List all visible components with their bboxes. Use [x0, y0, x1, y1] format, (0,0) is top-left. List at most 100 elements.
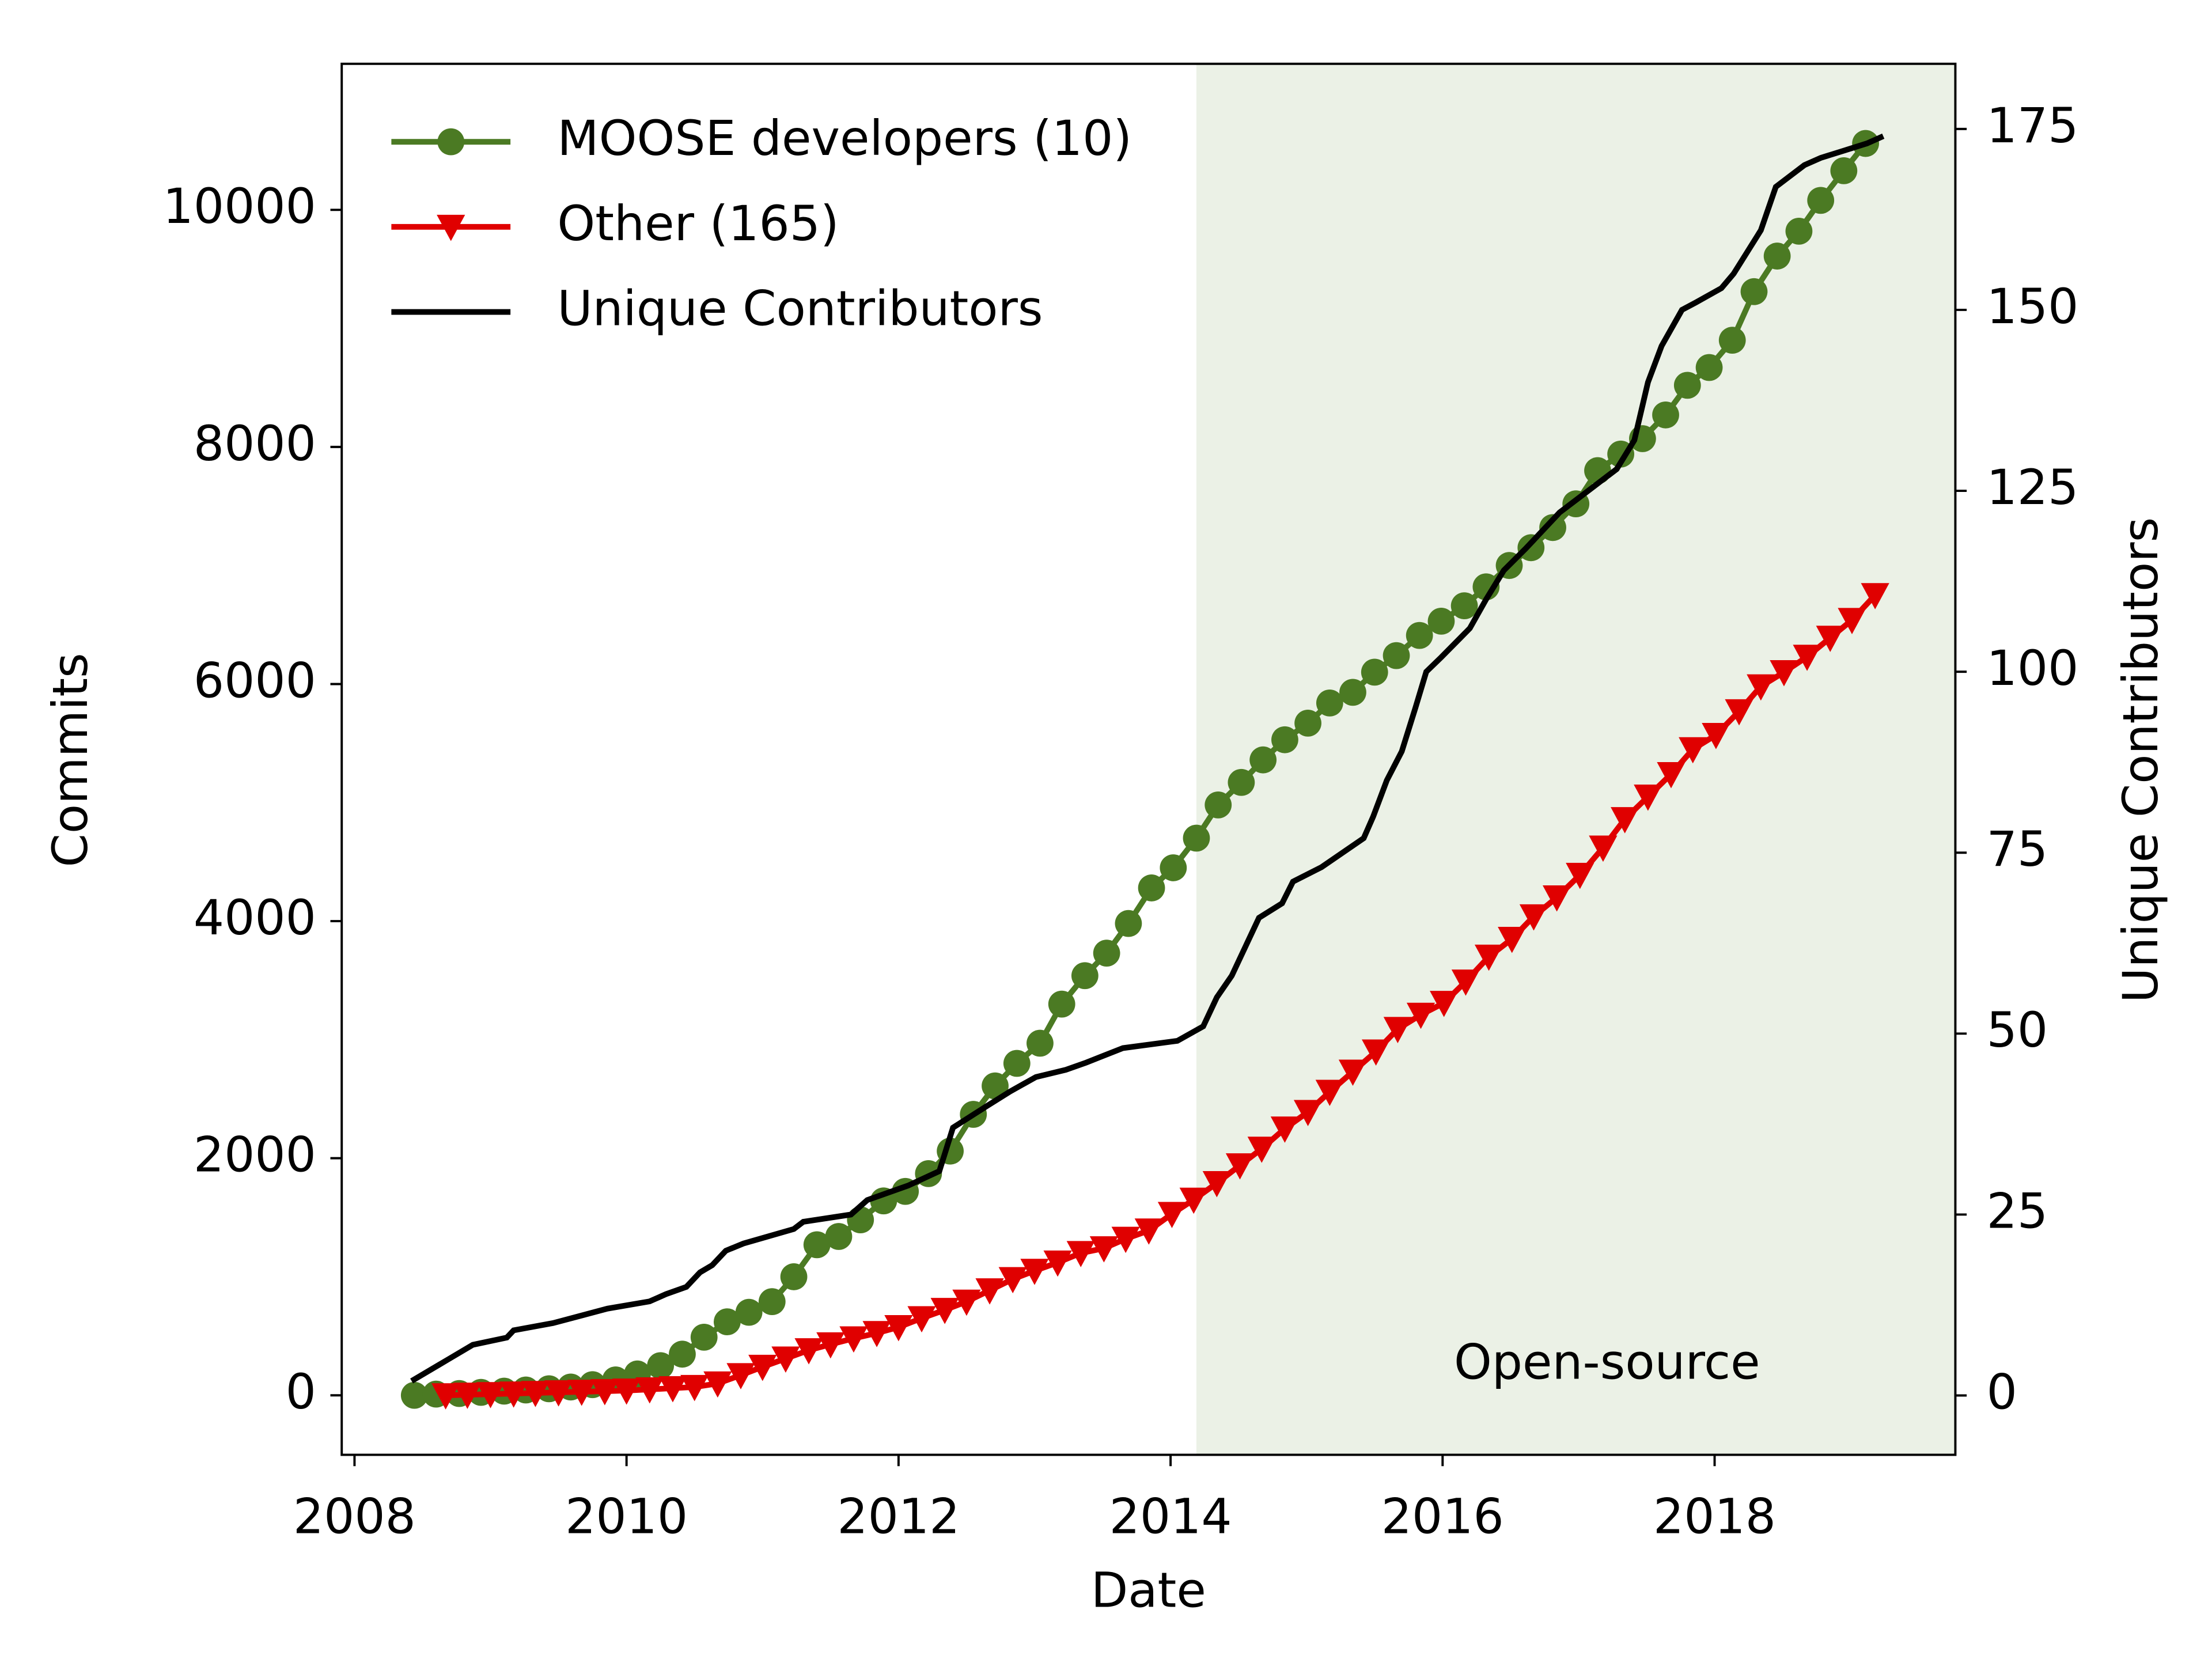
data-point — [1362, 1039, 1391, 1066]
y-tick-label: 2000 — [194, 1127, 316, 1183]
data-point — [758, 1288, 786, 1316]
data-point — [816, 1332, 845, 1359]
data-point — [748, 1354, 777, 1381]
data-point — [1861, 583, 1889, 609]
data-point — [803, 1231, 831, 1259]
data-point — [1066, 1241, 1095, 1267]
data-point — [1830, 157, 1858, 184]
x-tick-label: 2018 — [1653, 1488, 1776, 1545]
data-point — [1498, 927, 1527, 953]
data-point — [521, 1381, 550, 1407]
data-point — [1048, 990, 1075, 1018]
y2-tick-label: 0 — [1987, 1363, 2017, 1420]
data-point — [1134, 1218, 1163, 1245]
data-point — [1539, 514, 1566, 541]
data-point — [1634, 785, 1662, 811]
data-point — [1111, 1226, 1140, 1253]
data-point — [1316, 690, 1343, 717]
data-point — [1003, 1050, 1031, 1077]
data-point — [669, 1340, 696, 1368]
data-point — [1679, 737, 1707, 764]
data-point — [1138, 874, 1165, 902]
data-point — [884, 1315, 913, 1342]
data-point — [476, 1382, 505, 1408]
data-point — [1589, 835, 1618, 862]
data-point — [400, 1381, 428, 1409]
data-point — [1725, 699, 1753, 726]
data-point — [1657, 762, 1685, 789]
data-point — [690, 1324, 718, 1351]
data-point — [590, 1379, 619, 1406]
data-point — [612, 1378, 641, 1405]
data-point — [1247, 1137, 1276, 1163]
data-point — [1427, 608, 1455, 635]
data-point — [1450, 592, 1478, 620]
data-point — [1652, 401, 1679, 429]
data-point — [1179, 1187, 1208, 1214]
data-point — [1294, 710, 1321, 737]
data-point — [794, 1338, 823, 1365]
data-point — [703, 1371, 732, 1398]
data-point — [1043, 1250, 1072, 1277]
data-point — [998, 1267, 1027, 1294]
data-point — [431, 1383, 460, 1410]
y2-tick-label: 175 — [1987, 97, 2079, 154]
data-point — [1205, 791, 1232, 819]
data-point — [1566, 862, 1594, 889]
y-tick-label: 4000 — [194, 889, 316, 946]
y-tick-label: 8000 — [194, 415, 316, 472]
data-point — [1293, 1100, 1323, 1127]
data-point — [930, 1298, 959, 1324]
data-point — [1519, 904, 1548, 931]
data-point — [1807, 187, 1835, 214]
data-point — [1474, 944, 1503, 971]
data-point — [1089, 1236, 1119, 1263]
data-point — [862, 1321, 891, 1347]
legend-label: Unique Contributors — [557, 280, 1043, 336]
data-point — [847, 1206, 874, 1234]
data-point — [780, 1263, 808, 1290]
y2-tick-label: 50 — [1987, 1002, 2048, 1058]
x-tick-label: 2014 — [1109, 1488, 1232, 1545]
data-point — [1382, 642, 1410, 669]
y2-tick-label: 125 — [1987, 459, 2079, 516]
x-tick-label: 2016 — [1381, 1488, 1504, 1545]
data-point — [1406, 622, 1433, 649]
data-point — [952, 1289, 981, 1316]
data-point — [975, 1278, 1004, 1305]
data-point — [1611, 807, 1639, 834]
legend-label: Other (165) — [557, 195, 839, 252]
y2-tick-label: 75 — [1987, 821, 2048, 877]
data-point — [635, 1377, 664, 1404]
data-point — [1271, 726, 1298, 753]
data-point — [1517, 534, 1545, 562]
data-point — [1115, 910, 1142, 937]
data-point — [1770, 660, 1798, 687]
data-point — [1747, 674, 1775, 701]
x-tick-label: 2008 — [293, 1488, 416, 1545]
data-point — [1793, 645, 1821, 671]
data-point — [1451, 969, 1480, 996]
data-point — [1838, 608, 1866, 634]
data-point — [713, 1308, 741, 1336]
y-tick-label: 0 — [286, 1363, 316, 1420]
data-point — [658, 1376, 687, 1403]
data-point — [1093, 940, 1120, 967]
data-point — [1228, 768, 1255, 796]
data-point — [1702, 723, 1730, 749]
data-point — [647, 1352, 675, 1380]
data-point — [1183, 824, 1210, 852]
data-point — [1740, 278, 1768, 305]
data-point — [1020, 1259, 1049, 1285]
data-point — [982, 1072, 1009, 1100]
x-axis-label: Date — [1091, 1562, 1206, 1619]
data-point — [1543, 885, 1571, 912]
data-point — [1270, 1116, 1300, 1143]
data-point — [1430, 991, 1459, 1017]
data-point — [1361, 658, 1388, 686]
data-point — [1071, 962, 1099, 990]
y2-tick-label: 150 — [1987, 278, 2079, 335]
y-tick-label: 10000 — [163, 178, 316, 234]
shaded-region — [1196, 63, 1956, 1455]
